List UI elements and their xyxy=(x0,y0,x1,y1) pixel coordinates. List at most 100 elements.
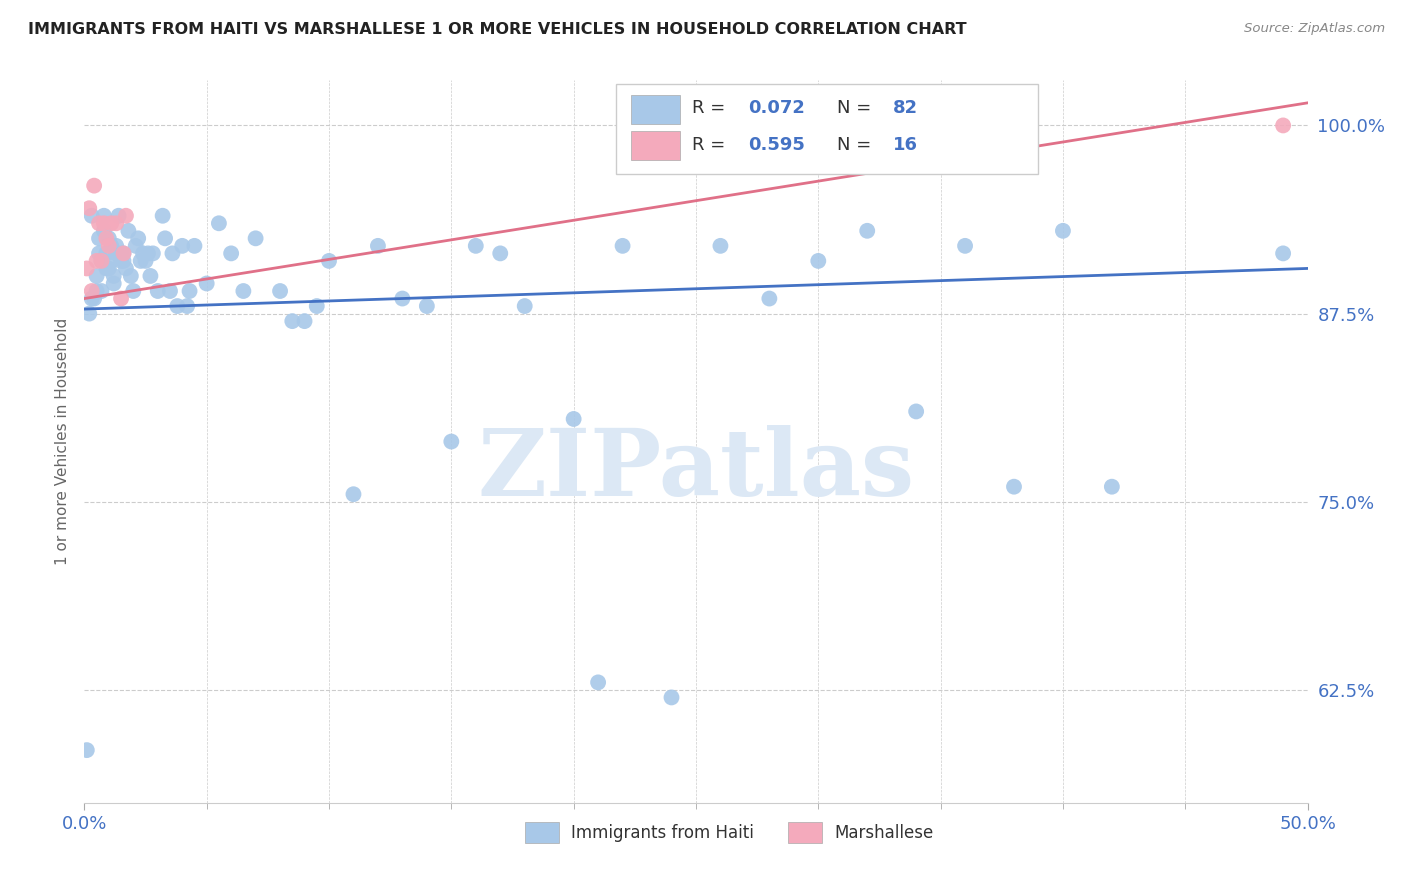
Point xyxy=(953,239,976,253)
Point xyxy=(318,253,340,268)
Text: 16: 16 xyxy=(893,136,918,153)
Point xyxy=(176,299,198,313)
FancyBboxPatch shape xyxy=(524,822,560,843)
Point xyxy=(905,404,928,418)
Point xyxy=(172,239,194,253)
Point xyxy=(87,216,110,230)
Point xyxy=(86,268,108,283)
Text: Immigrants from Haiti: Immigrants from Haiti xyxy=(571,824,754,842)
Point xyxy=(93,224,115,238)
Point xyxy=(80,209,103,223)
Text: N =: N = xyxy=(837,100,876,118)
Point xyxy=(86,284,108,298)
Point xyxy=(90,253,112,268)
Point xyxy=(100,253,122,268)
Point xyxy=(139,268,162,283)
Point xyxy=(122,284,145,298)
Point xyxy=(152,209,174,223)
Point xyxy=(416,299,439,313)
Point xyxy=(153,231,176,245)
Point xyxy=(294,314,316,328)
Point xyxy=(367,239,389,253)
Point xyxy=(110,292,132,306)
Point xyxy=(76,261,98,276)
Text: R =: R = xyxy=(692,100,731,118)
Point xyxy=(146,284,169,298)
Point xyxy=(80,284,103,298)
Point xyxy=(661,690,683,705)
Point xyxy=(305,299,328,313)
Point xyxy=(125,239,148,253)
Point xyxy=(1052,224,1074,238)
Point xyxy=(100,216,122,230)
Point xyxy=(489,246,512,260)
Point xyxy=(76,743,98,757)
Point xyxy=(440,434,463,449)
Point xyxy=(219,246,242,260)
Point xyxy=(112,246,135,260)
Point xyxy=(90,284,112,298)
Point xyxy=(1272,246,1295,260)
Point xyxy=(195,277,218,291)
FancyBboxPatch shape xyxy=(616,84,1039,174)
FancyBboxPatch shape xyxy=(631,131,681,160)
Point xyxy=(112,246,135,260)
Point xyxy=(110,253,132,268)
Point xyxy=(159,284,181,298)
FancyBboxPatch shape xyxy=(787,822,823,843)
Point xyxy=(208,216,231,230)
Point xyxy=(142,246,165,260)
Point xyxy=(103,268,125,283)
Point xyxy=(87,246,110,260)
Text: Marshallese: Marshallese xyxy=(834,824,934,842)
Point xyxy=(464,239,486,253)
Point xyxy=(87,231,110,245)
Point xyxy=(135,253,157,268)
Point xyxy=(117,224,139,238)
Point xyxy=(100,239,122,253)
Point xyxy=(562,412,585,426)
Point xyxy=(513,299,536,313)
Point xyxy=(120,268,142,283)
Point xyxy=(77,201,100,215)
Point xyxy=(807,253,830,268)
Point xyxy=(93,209,115,223)
Point xyxy=(97,261,120,276)
Text: Source: ZipAtlas.com: Source: ZipAtlas.com xyxy=(1244,22,1385,36)
Point xyxy=(97,231,120,245)
Point xyxy=(232,284,254,298)
Point xyxy=(115,261,138,276)
Point xyxy=(105,239,128,253)
Text: R =: R = xyxy=(692,136,731,153)
Point xyxy=(281,314,304,328)
Point xyxy=(80,292,103,306)
Text: IMMIGRANTS FROM HAITI VS MARSHALLESE 1 OR MORE VEHICLES IN HOUSEHOLD CORRELATION: IMMIGRANTS FROM HAITI VS MARSHALLESE 1 O… xyxy=(28,22,967,37)
Point xyxy=(342,487,364,501)
Point xyxy=(269,284,291,298)
Point xyxy=(758,292,780,306)
Text: 0.595: 0.595 xyxy=(748,136,806,153)
Point xyxy=(96,261,118,276)
Text: ZIPatlas: ZIPatlas xyxy=(478,425,914,516)
Point xyxy=(709,239,731,253)
Point xyxy=(136,246,159,260)
Point xyxy=(132,246,155,260)
Point xyxy=(612,239,634,253)
Point xyxy=(112,253,135,268)
Point xyxy=(162,246,184,260)
Point xyxy=(166,299,188,313)
Point xyxy=(586,675,609,690)
Point xyxy=(129,253,152,268)
Point xyxy=(183,239,205,253)
Point xyxy=(93,216,115,230)
Point xyxy=(856,224,879,238)
Point xyxy=(86,253,108,268)
Point xyxy=(83,292,105,306)
Point xyxy=(1002,480,1025,494)
Point xyxy=(77,307,100,321)
Point xyxy=(83,178,105,193)
Point xyxy=(1101,480,1123,494)
Point xyxy=(90,253,112,268)
Text: N =: N = xyxy=(837,136,876,153)
Point xyxy=(391,292,413,306)
